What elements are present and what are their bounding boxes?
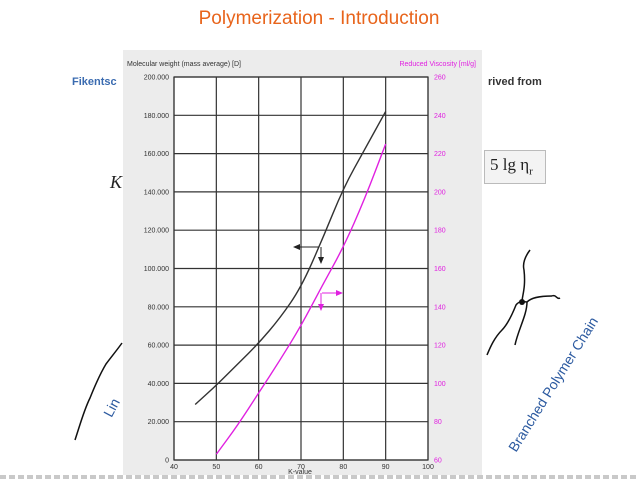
arrow-right-head: [336, 290, 343, 296]
y-left-tick-label: 20.000: [148, 419, 170, 426]
y-left-tick-label: 140.000: [144, 189, 169, 196]
y-left-tick-label: 80.000: [148, 304, 170, 311]
branched-polymer-chain-branch: [521, 249, 531, 303]
k-value-chart: Molecular weight (mass average) [D] Redu…: [127, 61, 476, 476]
x-tick-label: 50: [212, 464, 220, 471]
y-left-tick-label: 0: [165, 458, 169, 465]
y-left-tick-label: 160.000: [144, 151, 169, 158]
branched-polymer-chain-lower: [514, 301, 528, 346]
y-right-tick-label: 100: [434, 381, 446, 388]
y-right-tick-label: 160: [434, 266, 446, 273]
reading-arrows: [293, 244, 343, 311]
y-left-tick-label: 60.000: [148, 343, 170, 350]
chart-series: [194, 111, 387, 455]
bottom-divider: [0, 475, 638, 479]
chart-ticks: 40 50 60 70 80 90 100 0 20.000 40.000 60.000 80.000…: [144, 75, 446, 472]
right-axis-title: Reduced Viscosity [ml/g]: [399, 61, 476, 68]
x-tick-label: 90: [382, 464, 390, 471]
molecular-weight-line: [194, 111, 387, 405]
left-text-fragment: Fikentsc: [72, 76, 117, 88]
formula-left-fragment: K: [110, 172, 123, 192]
y-left-tick-label: 180.000: [144, 113, 169, 120]
formula-right-fragment: 5 lg ηr: [490, 155, 533, 177]
linear-polymer-chain: [74, 342, 123, 441]
x-tick-label: 40: [170, 464, 178, 471]
x-axis-title: K-value: [288, 469, 312, 476]
y-right-tick-label: 60: [434, 458, 442, 465]
y-right-tick-label: 260: [434, 75, 446, 82]
y-right-tick-label: 180: [434, 228, 446, 235]
arrow-down-magenta-head: [318, 304, 324, 311]
chart-grid: [173, 76, 429, 461]
y-right-tick-label: 80: [434, 419, 442, 426]
y-right-tick-label: 120: [434, 343, 446, 350]
y-left-tick-label: 100.000: [144, 266, 169, 273]
y-left-tick-label: 120.000: [144, 228, 169, 235]
viscosity-line: [215, 143, 387, 455]
branch-point: [519, 299, 525, 305]
y-right-tick-label: 220: [434, 151, 446, 158]
y-left-tick-label: 200.000: [144, 75, 169, 82]
branched-polymer-chain-right: [551, 294, 561, 300]
arrow-down-head: [318, 257, 324, 264]
arrow-left-head: [293, 244, 300, 250]
branched-polymer-chain-main: [486, 295, 553, 356]
x-tick-label: 80: [339, 464, 347, 471]
left-axis-title: Molecular weight (mass average) [D]: [127, 61, 241, 68]
formula-image-box: [484, 150, 546, 184]
formula-right-main: 5 lg η: [490, 155, 530, 174]
x-tick-label: 70: [297, 464, 305, 471]
x-tick-label: 60: [255, 464, 263, 471]
y-right-tick-label: 140: [434, 304, 446, 311]
formula-right-subscript: r: [529, 165, 533, 178]
y-left-tick-label: 40.000: [148, 381, 170, 388]
x-tick-label: 100: [422, 464, 434, 471]
right-text-fragment: rived from: [488, 76, 542, 88]
y-right-tick-label: 240: [434, 113, 446, 120]
slide-title: Polymerization - Introduction: [198, 8, 440, 29]
chart-panel: Molecular weight (mass average) [D] Redu…: [123, 50, 482, 479]
y-right-tick-label: 200: [434, 189, 446, 196]
